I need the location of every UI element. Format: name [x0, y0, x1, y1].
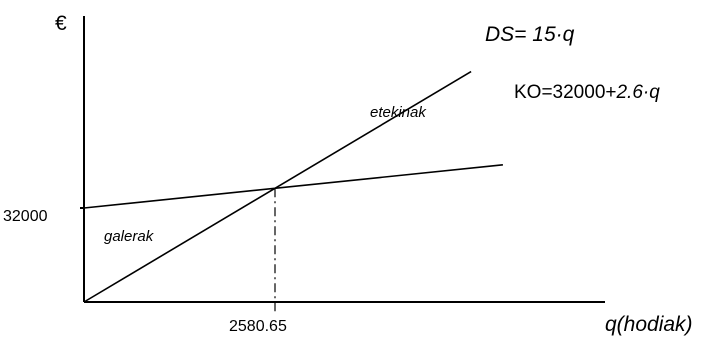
- series-line-ds: [83, 70, 472, 303]
- series-line-ko: [83, 164, 503, 209]
- x-tick-label: 2580.65: [229, 318, 287, 335]
- annotation-profit: etekinak: [370, 104, 427, 121]
- series-label-ko-prefix: KO=32000+: [514, 82, 616, 103]
- y-axis-label: €: [55, 12, 67, 35]
- annotation-loss: galerak: [104, 228, 155, 245]
- series-label-ds: DS= 15·q: [485, 23, 575, 46]
- series-label-ko: KO=32000+2.6·q: [514, 82, 660, 103]
- x-axis-label: q(hodiak): [605, 313, 693, 336]
- series-label-ko-suffix: 2.6·q: [615, 82, 660, 103]
- y-tick-label: 32000: [3, 208, 48, 225]
